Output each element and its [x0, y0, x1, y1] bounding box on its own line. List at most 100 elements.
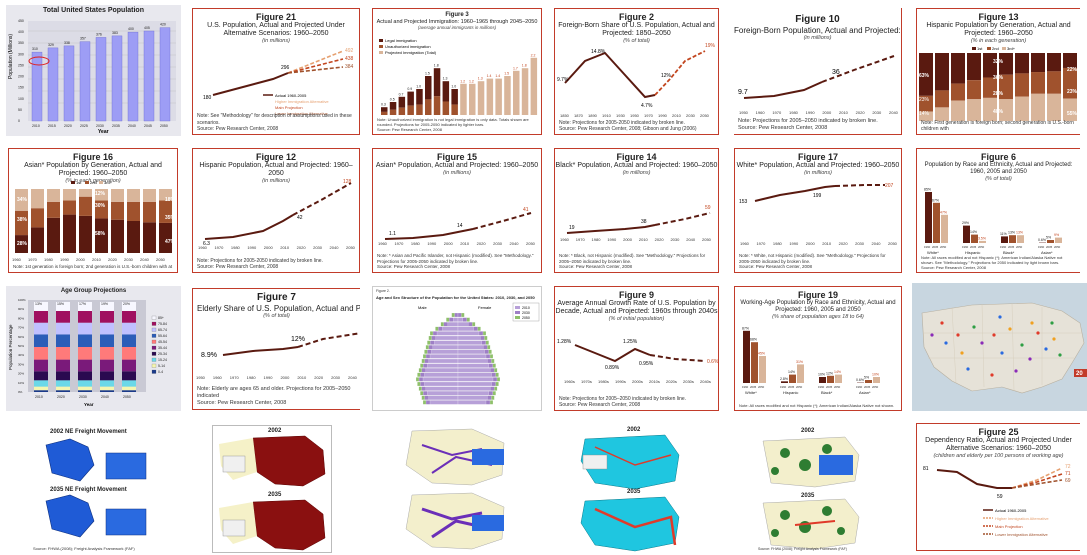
bar-segment: [34, 390, 48, 392]
x-tick-label: 2050: [978, 245, 985, 249]
data-label: 1.25%: [623, 339, 638, 345]
x-tick-label: 2040: [348, 375, 358, 380]
thumbnail-figure-3[interactable]: Figure 3 Actual and Projected Immigratio…: [372, 8, 542, 135]
thumbnail-figure-15[interactable]: Figure 15 Asian* Population, Actual and …: [372, 148, 542, 273]
x-tick-label: 2050: [346, 245, 356, 250]
bar: [31, 51, 43, 122]
us-map: 20: [921, 302, 1087, 394]
bar: [47, 47, 59, 122]
legend-item: 2030: [522, 311, 530, 315]
thumbnail-figure-16[interactable]: Figure 16 Asian* Population by Generatio…: [8, 148, 178, 273]
bar-label: 2.2: [531, 53, 536, 57]
bar: [865, 380, 872, 383]
thumbnail-red-freight-map[interactable]: 2002 2035: [212, 425, 332, 553]
bar-segment: [78, 380, 92, 387]
map-dot: [940, 321, 944, 325]
x-tick-label: 1960: [740, 241, 750, 246]
figure-note: Note: All races modified and not Hispani…: [921, 255, 1063, 265]
bar-segment: [47, 217, 60, 253]
bar: [789, 374, 796, 383]
legend-swatch: [151, 369, 157, 374]
x-tick-label: 2050: [834, 385, 841, 389]
thumbnail-age-group-projections[interactable]: Age Group Projections 13% 2010 15% 2020 17% 2…: [6, 286, 181, 411]
bar: [486, 78, 494, 115]
x-axis-label: Year: [98, 129, 109, 135]
pyramid-bar-male: [432, 345, 459, 350]
x-tick-label: 2050: [888, 241, 898, 246]
thumbnail-figure-25[interactable]: Figure 25 Dependency Ratio, Actual and P…: [916, 423, 1080, 551]
thumbnail-figure-19[interactable]: Figure 19 Working-Age Population by Race…: [734, 286, 902, 411]
legend-item: 1st: [977, 46, 983, 51]
x-tick-label: 2005: [826, 385, 833, 389]
thumbnail-figure-10[interactable]: Figure 10 Foreign-Born Population, Actua…: [734, 8, 902, 135]
bar-segment: [56, 380, 70, 387]
data-label: 4.7%: [641, 103, 653, 109]
pyramid-bar-female: [457, 377, 494, 382]
x-tick-label: 1970: [772, 110, 782, 115]
x-tick-label: 2050: [940, 245, 947, 249]
thumbnail-cyan-freight-map[interactable]: 2002 2035: [575, 425, 685, 553]
map-dot: [1050, 321, 1054, 325]
bar-segment: [34, 347, 48, 360]
x-tick-label: 2040: [872, 241, 882, 246]
pyramid-bar-female: [457, 331, 480, 336]
bar-segment: [79, 215, 92, 253]
x-tick-label: 1990: [247, 245, 257, 250]
y-tick-label: 450: [18, 19, 24, 23]
bar-segment: [100, 380, 114, 387]
bar-label: 67%: [932, 198, 939, 202]
bar: [469, 83, 476, 115]
bar-segment: [407, 91, 414, 106]
figure-source: Source: Pew Research Center, 2008: [559, 401, 641, 408]
bar-segment: [63, 200, 76, 215]
bar-segment: [919, 53, 933, 96]
x-tick-label: 2010: [35, 395, 43, 399]
thumbnail-figure-17[interactable]: Figure 17 White* Population, Actual and …: [734, 148, 902, 273]
thumbnail-figure-12[interactable]: Figure 12 Hispanic Population, Actual an…: [192, 148, 360, 273]
thumbnail-figure-6[interactable]: Figure 6 Population by Race and Ethnicit…: [916, 148, 1080, 273]
bar-segment: [56, 371, 70, 381]
pyramid-bar-male: [425, 386, 459, 391]
thumbnail-figure-2[interactable]: Figure 2 Foreign-Born Share of U.S. Popu…: [554, 8, 719, 135]
data-label: 28%: [17, 241, 28, 247]
thumbnail-us-map[interactable]: 20: [912, 283, 1087, 411]
thumbnail-figure-13[interactable]: Figure 13 Hispanic Population by Generat…: [916, 8, 1080, 135]
bar-segment: [111, 189, 124, 202]
bar-segment: [100, 386, 114, 391]
thumbnail-total-us-population[interactable]: Total United States Population 310 2010 32…: [6, 5, 181, 136]
bar-label: 357: [80, 37, 86, 41]
bar-label: 383: [112, 31, 118, 35]
figure-subtitle: (average annual immigrants in millions): [417, 25, 497, 31]
bar-segment: [967, 99, 981, 121]
x-tick-label: 2010: [672, 113, 682, 118]
data-label: 384: [345, 64, 354, 70]
thumbnail-figure-7[interactable]: Figure 7 Elderly Share of U.S. Populatio…: [192, 288, 360, 410]
y-tick-label: 50: [18, 108, 22, 112]
map-dot: [1014, 369, 1018, 373]
y-tick-label: 100: [18, 97, 24, 101]
thumbnail-figure-21[interactable]: Figure 21 U.S. Population, Actual and Pr…: [192, 8, 360, 135]
thumbnail-figure-9[interactable]: Figure 9 Average Annual Growth Rate of U…: [554, 286, 719, 411]
map-dot: [960, 351, 964, 355]
data-label: 22%: [1067, 67, 1078, 73]
bar-label: 10%: [872, 373, 879, 377]
bar-segment: [15, 210, 28, 236]
x-tick-label: 1960s: [564, 379, 575, 384]
thumbnail-figure-14[interactable]: Figure 14 Black* Population, Actual and …: [554, 148, 719, 273]
x-tick-label: 1990s: [615, 379, 626, 384]
x-tick-label: 2030: [670, 237, 680, 242]
y-axis-label: Population (Millions): [8, 34, 14, 79]
group-label: Hispanic: [783, 390, 798, 395]
thumbnail-population-pyramid[interactable]: Figure 2. Age and Sex Structure of the P…: [372, 286, 542, 411]
x-tick-label: 2005: [750, 385, 757, 389]
x-tick-label: 2050: [872, 385, 879, 389]
thumbnail-green-freight-map[interactable]: 2002 2035 Source: FHWA (2008); Freight A…: [755, 425, 865, 553]
bar: [521, 68, 529, 115]
bar-label: 1.5: [425, 72, 430, 76]
thumbnail-purple-freight-map[interactable]: [392, 425, 512, 553]
bar-segment: [47, 201, 60, 218]
data-label: 36: [832, 69, 840, 76]
map-dot: [980, 341, 984, 345]
legend-item: Projected Immigration (Total): [385, 50, 437, 55]
thumbnail-ne-freight-map[interactable]: 2002 NE Freight Movement 2035 NE Freight…: [30, 425, 155, 553]
